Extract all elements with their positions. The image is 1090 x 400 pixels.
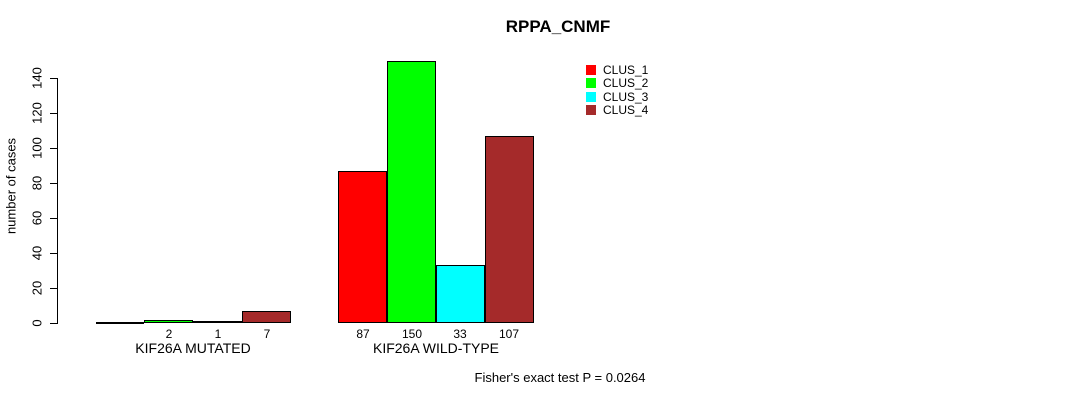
bar-value-label: 2 xyxy=(165,327,173,341)
y-tick xyxy=(50,218,57,219)
bar-clus_1-kif26a-mutated xyxy=(96,322,144,324)
bar-clus_3-kif26a-mutated xyxy=(193,321,242,323)
y-axis-line xyxy=(57,78,58,324)
legend-swatch-clus_2 xyxy=(586,78,596,88)
y-tick-label: 0 xyxy=(29,319,45,327)
y-tick-label: 100 xyxy=(29,137,45,159)
y-tick xyxy=(50,183,57,184)
y-axis-title: number of cases xyxy=(3,137,19,235)
bar-clus_2-kif26a-mutated xyxy=(144,320,193,323)
legend-swatch-clus_1 xyxy=(586,65,596,75)
legend-swatch-clus_4 xyxy=(586,105,596,115)
bar-clus_4-kif26a-mutated xyxy=(242,311,291,323)
bar-value-label: 150 xyxy=(401,327,423,341)
y-tick xyxy=(50,78,57,79)
y-tick-label: 60 xyxy=(29,210,45,226)
bar-value-label: 107 xyxy=(498,327,520,341)
bar-value-label: 33 xyxy=(453,327,467,341)
bar-clus_2-kif26a-wild-type xyxy=(387,61,436,323)
chart-title: RPPA_CNMF xyxy=(505,17,611,36)
legend-label: CLUS_1 xyxy=(603,63,649,77)
x-group-label: KIF26A MUTATED xyxy=(135,340,251,356)
legend-label: CLUS_3 xyxy=(603,90,649,104)
bar-clus_1-kif26a-wild-type xyxy=(338,171,387,323)
fisher-test-annotation: Fisher's exact test P = 0.0264 xyxy=(474,370,646,385)
bar-value-label: 1 xyxy=(214,327,222,341)
y-tick-label: 140 xyxy=(29,67,45,89)
legend-label: CLUS_4 xyxy=(603,103,649,117)
bar-value-label: 87 xyxy=(356,327,370,341)
bar-clus_4-kif26a-wild-type xyxy=(485,136,534,323)
bar-clus_3-kif26a-wild-type xyxy=(436,265,485,323)
y-tick xyxy=(50,253,57,254)
x-group-label: KIF26A WILD-TYPE xyxy=(372,340,500,356)
legend-label: CLUS_2 xyxy=(603,76,649,90)
y-tick xyxy=(50,323,57,324)
y-tick xyxy=(50,148,57,149)
bar-value-label: 7 xyxy=(263,327,271,341)
y-tick xyxy=(50,113,57,114)
legend-swatch-clus_3 xyxy=(586,92,596,102)
y-tick xyxy=(50,288,57,289)
y-tick-label: 40 xyxy=(29,245,45,261)
y-tick-label: 20 xyxy=(29,280,45,296)
y-tick-label: 80 xyxy=(29,175,45,191)
y-tick-label: 120 xyxy=(29,102,45,124)
